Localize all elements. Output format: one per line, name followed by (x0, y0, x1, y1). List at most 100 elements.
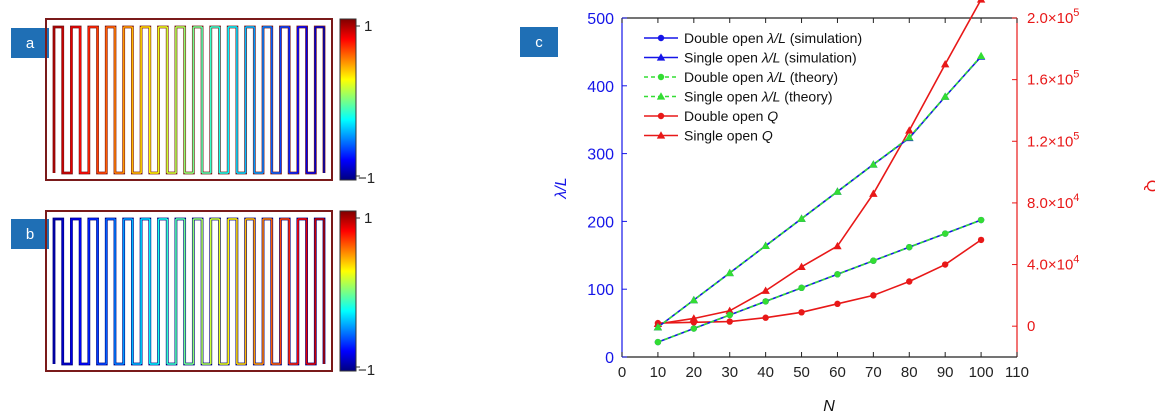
series-point (905, 133, 914, 142)
series-point (689, 314, 699, 322)
x-tick-label: 50 (793, 364, 810, 381)
left-tick-label: 100 (587, 282, 614, 299)
series-point (905, 126, 914, 134)
series-point (797, 214, 806, 222)
panel-b-meander-outline (52, 217, 326, 366)
panel-a-colorbar-min: −1 (358, 170, 375, 187)
series-3 (653, 51, 986, 331)
left-tick-label: 300 (587, 147, 614, 164)
series-point (906, 243, 913, 251)
right-tick-label: 4.0×104 (1027, 254, 1079, 274)
x-tick-label: 60 (829, 364, 846, 381)
series-point (976, 52, 986, 60)
series-point (905, 133, 914, 141)
series-point (941, 230, 949, 237)
legend-label: Double open λ/L (theory) (684, 69, 838, 85)
series-point (941, 261, 949, 268)
series-point (725, 306, 734, 314)
right-tick-exponent: 4 (1073, 192, 1079, 204)
series-line (657, 56, 982, 328)
series-point (833, 187, 842, 195)
legend-label: Single open λ/L (simulation) (684, 50, 857, 66)
right-tick-label: 0 (1027, 318, 1035, 335)
series-point (940, 92, 950, 100)
series-1 (653, 52, 986, 331)
x-tick-label: 40 (757, 364, 774, 381)
series-point (726, 318, 733, 325)
series-point (725, 268, 734, 277)
series-point (869, 189, 878, 197)
right-axis-title: Q (1143, 180, 1155, 192)
x-tick-label: 20 (685, 364, 702, 381)
series-point (654, 338, 662, 346)
series-4 (654, 236, 985, 327)
panel-b-tag-bg (11, 219, 49, 249)
legend-entry: Double open λ/L (theory) (644, 69, 838, 85)
legend-entry: Single open λ/L (theory) (644, 89, 833, 105)
legend-label: Double open Q (684, 108, 778, 124)
series-point (726, 311, 733, 319)
panel-a-frame (45, 18, 333, 181)
left-tick-label: 400 (587, 79, 614, 96)
right-tick-exponent: 4 (1073, 254, 1079, 266)
series-point (977, 216, 985, 224)
left-tick-label: 0 (605, 350, 614, 367)
series-point (654, 338, 662, 346)
series-point (726, 311, 733, 319)
x-tick-label: 100 (969, 364, 994, 381)
x-tick-label: 80 (901, 364, 918, 381)
legend-marker (657, 112, 665, 120)
panel-a-meander-outline (52, 25, 326, 175)
series-point (762, 314, 769, 321)
series-point (906, 278, 913, 285)
left-axis-title: λ/L (553, 177, 570, 199)
chart-series (653, 0, 986, 346)
right-tick-exponent: 5 (1073, 130, 1079, 142)
panel-a-colorbar (339, 18, 357, 181)
panel-a-colorbar-max: 1 (364, 18, 372, 35)
x-tick-label: 30 (721, 364, 738, 381)
panel-b-colorbar (339, 210, 357, 372)
panel-b-colorbar-max: 1 (364, 210, 372, 227)
series-point (762, 298, 769, 305)
right-tick-label: 2.0×105 (1027, 7, 1079, 27)
series-line (657, 219, 982, 343)
right-tick-exponent: 5 (1073, 7, 1079, 19)
right-tick-label: 1.2×105 (1027, 130, 1079, 150)
legend-marker (656, 131, 666, 139)
series-point (833, 241, 842, 250)
series-line (657, 55, 982, 328)
series-point (690, 325, 698, 332)
panel-c-tag-bg (520, 27, 558, 57)
legend-marker (656, 53, 666, 61)
panel-b-tag: b (26, 226, 34, 243)
series-point (690, 319, 698, 326)
series-point (977, 216, 985, 224)
series-point (762, 298, 769, 305)
right-tick-label: 8.0×104 (1027, 192, 1079, 212)
x-tick-label: 110 (1005, 364, 1029, 381)
series-point (689, 295, 699, 304)
right-tick-exponent: 5 (1073, 69, 1079, 81)
chart-legend: Double open λ/L (simulation) Single open … (644, 30, 862, 144)
x-tick-label: 90 (937, 364, 954, 381)
panel-a-meander-field: a 1 −1 (11, 18, 375, 187)
chart-ticks: 0 10 20 30 40 50 60 70 80 90 100 110010020030040050… (587, 7, 1079, 381)
series-point (869, 160, 878, 168)
right-tick-label: 1.6×105 (1027, 69, 1079, 89)
series-point (976, 51, 986, 60)
panel-b-meander-segments (53, 218, 325, 365)
chart-axes (621, 17, 1018, 358)
panel-b-colorbar-min: −1 (358, 362, 375, 379)
series-point (690, 325, 698, 332)
series-point (761, 241, 770, 249)
series-point (654, 319, 662, 327)
x-tick-label: 10 (650, 364, 667, 381)
series-point (870, 257, 877, 264)
left-tick-label: 200 (587, 214, 614, 231)
series-point (869, 160, 878, 168)
panel-c-tag: c (535, 34, 543, 51)
series-line (657, 0, 982, 325)
series-point (798, 284, 805, 292)
legend-marker (657, 34, 665, 42)
